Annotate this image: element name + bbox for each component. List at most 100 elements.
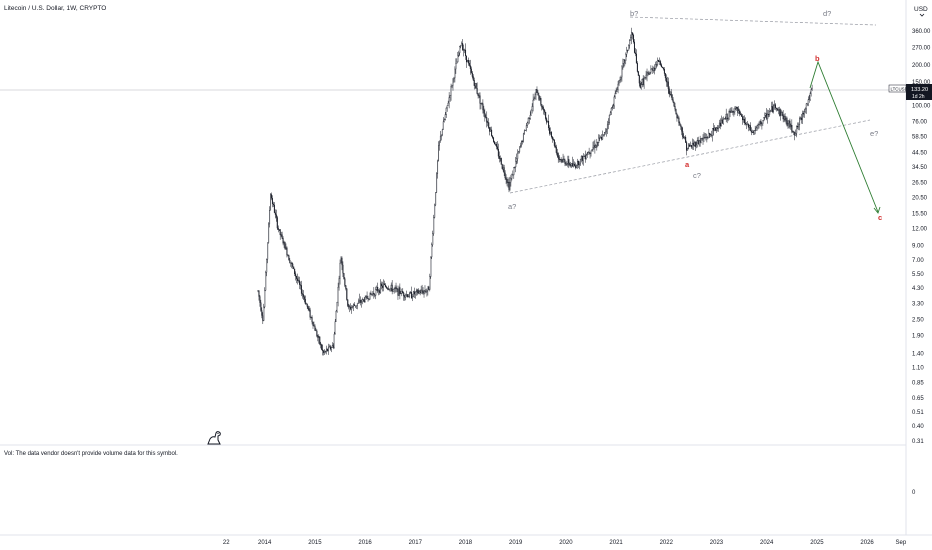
candle-body xyxy=(273,204,275,213)
candle-body xyxy=(269,210,271,225)
candle-body xyxy=(779,109,781,116)
candle-body xyxy=(672,99,674,103)
candle-body xyxy=(384,284,386,287)
candle-body xyxy=(264,290,266,308)
candle-body xyxy=(299,284,301,286)
candle-body xyxy=(363,299,365,303)
candle-body xyxy=(698,140,700,145)
candle-body xyxy=(353,304,355,307)
candle-body xyxy=(265,272,267,291)
candle-body xyxy=(515,161,517,168)
candle-body xyxy=(739,110,741,115)
candle-body xyxy=(543,109,545,111)
candle-body xyxy=(613,96,615,107)
currency-label[interactable]: USD xyxy=(914,6,928,13)
candle-body xyxy=(445,107,447,115)
candle-body xyxy=(484,113,486,118)
candle-body xyxy=(303,296,305,300)
candle-body xyxy=(399,287,401,294)
candle-body xyxy=(482,103,484,111)
projection-path[interactable] xyxy=(809,60,879,213)
candle-body xyxy=(799,118,801,126)
candle-body xyxy=(336,302,338,312)
candle-body xyxy=(606,124,608,130)
candle-body xyxy=(330,347,332,350)
candle-body xyxy=(483,109,485,114)
candle-body xyxy=(500,158,502,165)
price-tick-label: 76.00 xyxy=(912,119,928,125)
price-tick-label: 58.50 xyxy=(912,135,928,141)
candle-body xyxy=(604,132,606,135)
time-tick-label: 2025 xyxy=(810,540,824,546)
candle-body xyxy=(772,106,774,112)
candle-body xyxy=(300,285,302,294)
candle-body xyxy=(782,114,784,120)
candle-body xyxy=(370,292,372,295)
candle-body xyxy=(346,288,348,300)
candle-body xyxy=(602,134,604,140)
candle-body xyxy=(776,108,778,111)
candle-body xyxy=(528,117,530,119)
candle-body xyxy=(808,98,810,100)
candle-body xyxy=(687,148,689,151)
tradingview-dinosaur-icon[interactable] xyxy=(207,431,221,445)
price-tick-label: 44.50 xyxy=(912,151,928,157)
price-tick-label: 200.00 xyxy=(912,63,931,69)
candle-body xyxy=(723,118,725,120)
wave-label-b-query: b? xyxy=(630,9,638,18)
candle-body xyxy=(638,75,640,84)
time-tick-label: 2017 xyxy=(409,540,423,546)
time-axis[interactable]: 22 2014 2015 2016 2017 2018 2019 2020 2021 2022 20… xyxy=(223,540,907,546)
candle-body xyxy=(653,67,655,71)
candle-body xyxy=(390,284,392,289)
candle-body xyxy=(667,81,669,89)
candle-body xyxy=(288,255,290,261)
candle-body xyxy=(649,72,651,75)
candle-body xyxy=(406,294,408,296)
candle-body xyxy=(546,118,548,123)
candle-body xyxy=(418,291,420,294)
candle-body xyxy=(443,119,445,122)
candle-body xyxy=(704,136,706,138)
candle-body xyxy=(573,163,575,167)
candle-body xyxy=(713,128,715,131)
time-tick-label: 2023 xyxy=(710,540,724,546)
candle-body xyxy=(795,133,797,136)
candle-body xyxy=(775,107,777,109)
candle-body xyxy=(436,173,438,193)
candle-body xyxy=(796,126,798,134)
wave-label-c: c xyxy=(878,213,882,222)
candle-body xyxy=(417,289,419,294)
candle-body xyxy=(338,278,340,288)
candle-body xyxy=(441,129,443,136)
price-tick-label: 34.50 xyxy=(912,165,928,171)
candle-body xyxy=(786,118,788,126)
candle-body xyxy=(367,298,369,300)
time-tick-label: 2020 xyxy=(559,540,573,546)
price-axis[interactable]: 360.00 270.00 200.00 150.00 100.00 76.00 58.50… xyxy=(912,29,931,445)
candle-body xyxy=(664,73,666,79)
candle-body xyxy=(258,290,260,297)
price-tick-label: 150.00 xyxy=(912,80,931,86)
candle-body xyxy=(660,61,662,65)
candle-body xyxy=(331,345,333,348)
candle-body xyxy=(537,92,539,96)
candle-body xyxy=(800,117,802,120)
candle-body xyxy=(695,145,697,147)
candle-body xyxy=(661,64,663,68)
lower-trendline[interactable] xyxy=(509,119,871,194)
candle-body xyxy=(321,344,323,350)
candle-body xyxy=(411,296,413,299)
candle-body xyxy=(738,110,740,113)
candle-body xyxy=(626,49,628,55)
upper-trendline[interactable] xyxy=(629,16,877,26)
candle-body xyxy=(434,204,436,218)
candle-body xyxy=(686,142,688,151)
candle-body xyxy=(319,336,321,345)
candle-body xyxy=(628,44,630,51)
candle-body xyxy=(797,126,799,128)
candle-body xyxy=(784,116,786,121)
candle-body xyxy=(727,118,729,120)
chevron-down-icon[interactable] xyxy=(919,13,925,17)
